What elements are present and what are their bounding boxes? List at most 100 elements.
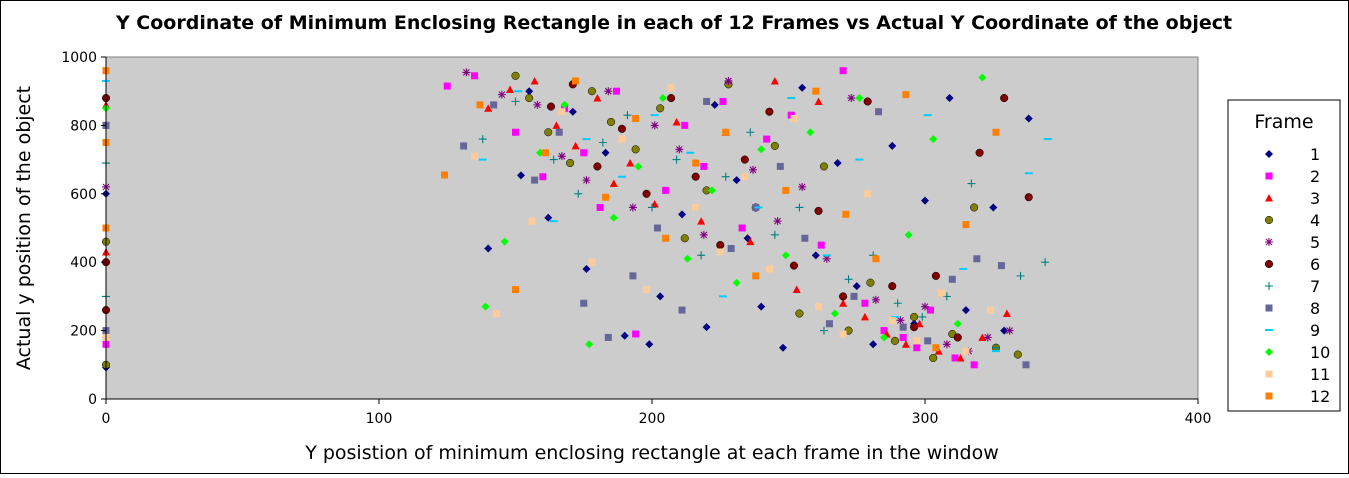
legend-label: 1 [1310,145,1320,164]
data-point [497,90,506,99]
legend-marker [1264,215,1274,225]
data-point [546,102,556,111]
data-point [860,312,869,321]
data-point [953,333,962,342]
legend-box [1227,99,1341,412]
data-point [792,285,801,294]
legend-item-10: 10 [1265,343,1330,362]
y-axis-ticks: 0 200 400 600 800 1000 [61,50,106,408]
data-point [962,221,970,229]
data-point [893,299,902,308]
data-point [601,148,610,157]
data-point [572,77,580,85]
data-point [901,340,910,348]
data-point [732,278,741,287]
series-3 [102,76,1011,362]
data-point [697,251,706,260]
data-point [672,117,681,126]
data-point [757,145,766,154]
data-point [692,203,700,211]
data-point [942,340,951,349]
data-point [471,72,479,80]
data-point [481,302,490,311]
data-point [770,141,779,150]
legend-marker [1265,348,1273,356]
data-point [672,155,681,164]
data-point [861,299,869,307]
data-point [656,104,665,113]
data-point [967,179,976,188]
legend-item-7: 7 [1265,277,1320,296]
data-point [918,312,927,321]
data-point [1024,114,1033,123]
data-point [863,97,872,106]
data-point [814,97,823,105]
data-point [629,272,637,280]
data-point [490,101,498,109]
data-point [613,87,621,95]
x-tick-label: 100 [366,411,393,427]
data-point [872,255,880,263]
data-point [692,159,700,167]
legend-item-4: 4 [1264,211,1320,230]
data-point [609,179,618,188]
data-point [833,159,842,168]
y-tick-label: 200 [70,324,97,340]
data-point [484,244,493,253]
data-point [471,152,479,160]
data-point [899,323,907,331]
data-point [776,162,784,170]
data-point [582,176,591,185]
data-point [602,193,610,201]
y-tick-label: 800 [70,118,97,134]
data-point [1016,271,1025,280]
data-point [844,275,853,284]
legend-item-12: 12 [1265,387,1330,406]
data-point [691,172,700,181]
y-tick-label: 0 [88,392,97,408]
data-point [782,186,790,194]
x-tick-label: 0 [102,411,111,427]
data-point [678,210,687,219]
legend-item-5: 5 [1265,233,1320,252]
data-point [544,128,553,137]
data-point [544,213,553,222]
legend-label: 11 [1310,365,1330,384]
x-axis-ticks: 0 100 200 300 400 [102,399,1211,427]
data-point [817,241,825,249]
data-point [904,230,913,239]
legend-marker [1265,370,1273,378]
data-point [582,265,591,274]
y-tick-label: 1000 [61,50,97,66]
series-10 [102,73,987,349]
data-point [847,94,856,103]
data-point [604,333,612,341]
data-point [506,85,515,93]
data-point [681,121,689,129]
data-point [558,108,566,116]
data-point [806,128,815,137]
data-point [722,128,730,136]
data-point [648,203,656,212]
data-point [703,97,711,105]
data-point [716,241,725,250]
data-point [607,117,616,127]
data-point [888,141,897,150]
data-point [978,333,987,341]
data-point [710,100,719,109]
data-point [842,210,850,218]
data-point [667,84,675,92]
data-point [738,224,746,232]
data-point [765,107,774,116]
data-point [953,319,962,328]
legend-marker [1265,194,1273,202]
data-point [511,71,520,80]
data-point [634,162,643,171]
legend-marker [1265,282,1273,290]
series-7 [102,97,1050,352]
data-point [875,108,883,116]
data-point [926,306,934,314]
data-point [632,330,640,338]
data-point [855,94,864,103]
data-point [525,87,534,96]
